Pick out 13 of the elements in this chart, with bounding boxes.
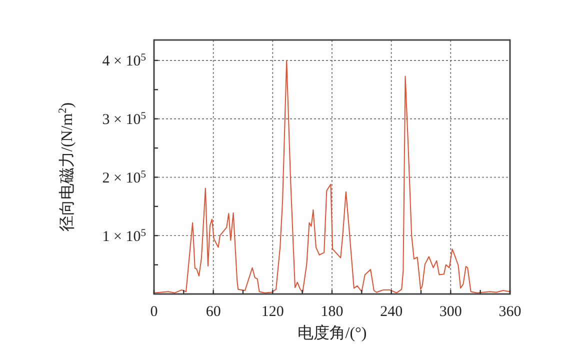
line-series [154,60,510,294]
y-tick-label: 3 × 10$^{5}$ [102,110,146,128]
x-tick-label: 180 [320,304,344,320]
y-tick-label: 2 × 10$^{5}$ [102,168,146,186]
x-tick-label: 360 [498,304,522,320]
x-tick-label: 60 [206,304,221,320]
x-tick-label: 0 [150,304,158,320]
x-tick-label: 120 [261,304,284,320]
x-axis-title: 电度角/(°) [297,324,367,342]
y-tick-label: 4 × 10$^{5}$ [102,52,146,70]
y-tick-label: 1 × 10$^{5}$ [102,227,146,245]
x-tick-label: 300 [439,304,462,320]
x-tick-label: 240 [380,304,403,320]
